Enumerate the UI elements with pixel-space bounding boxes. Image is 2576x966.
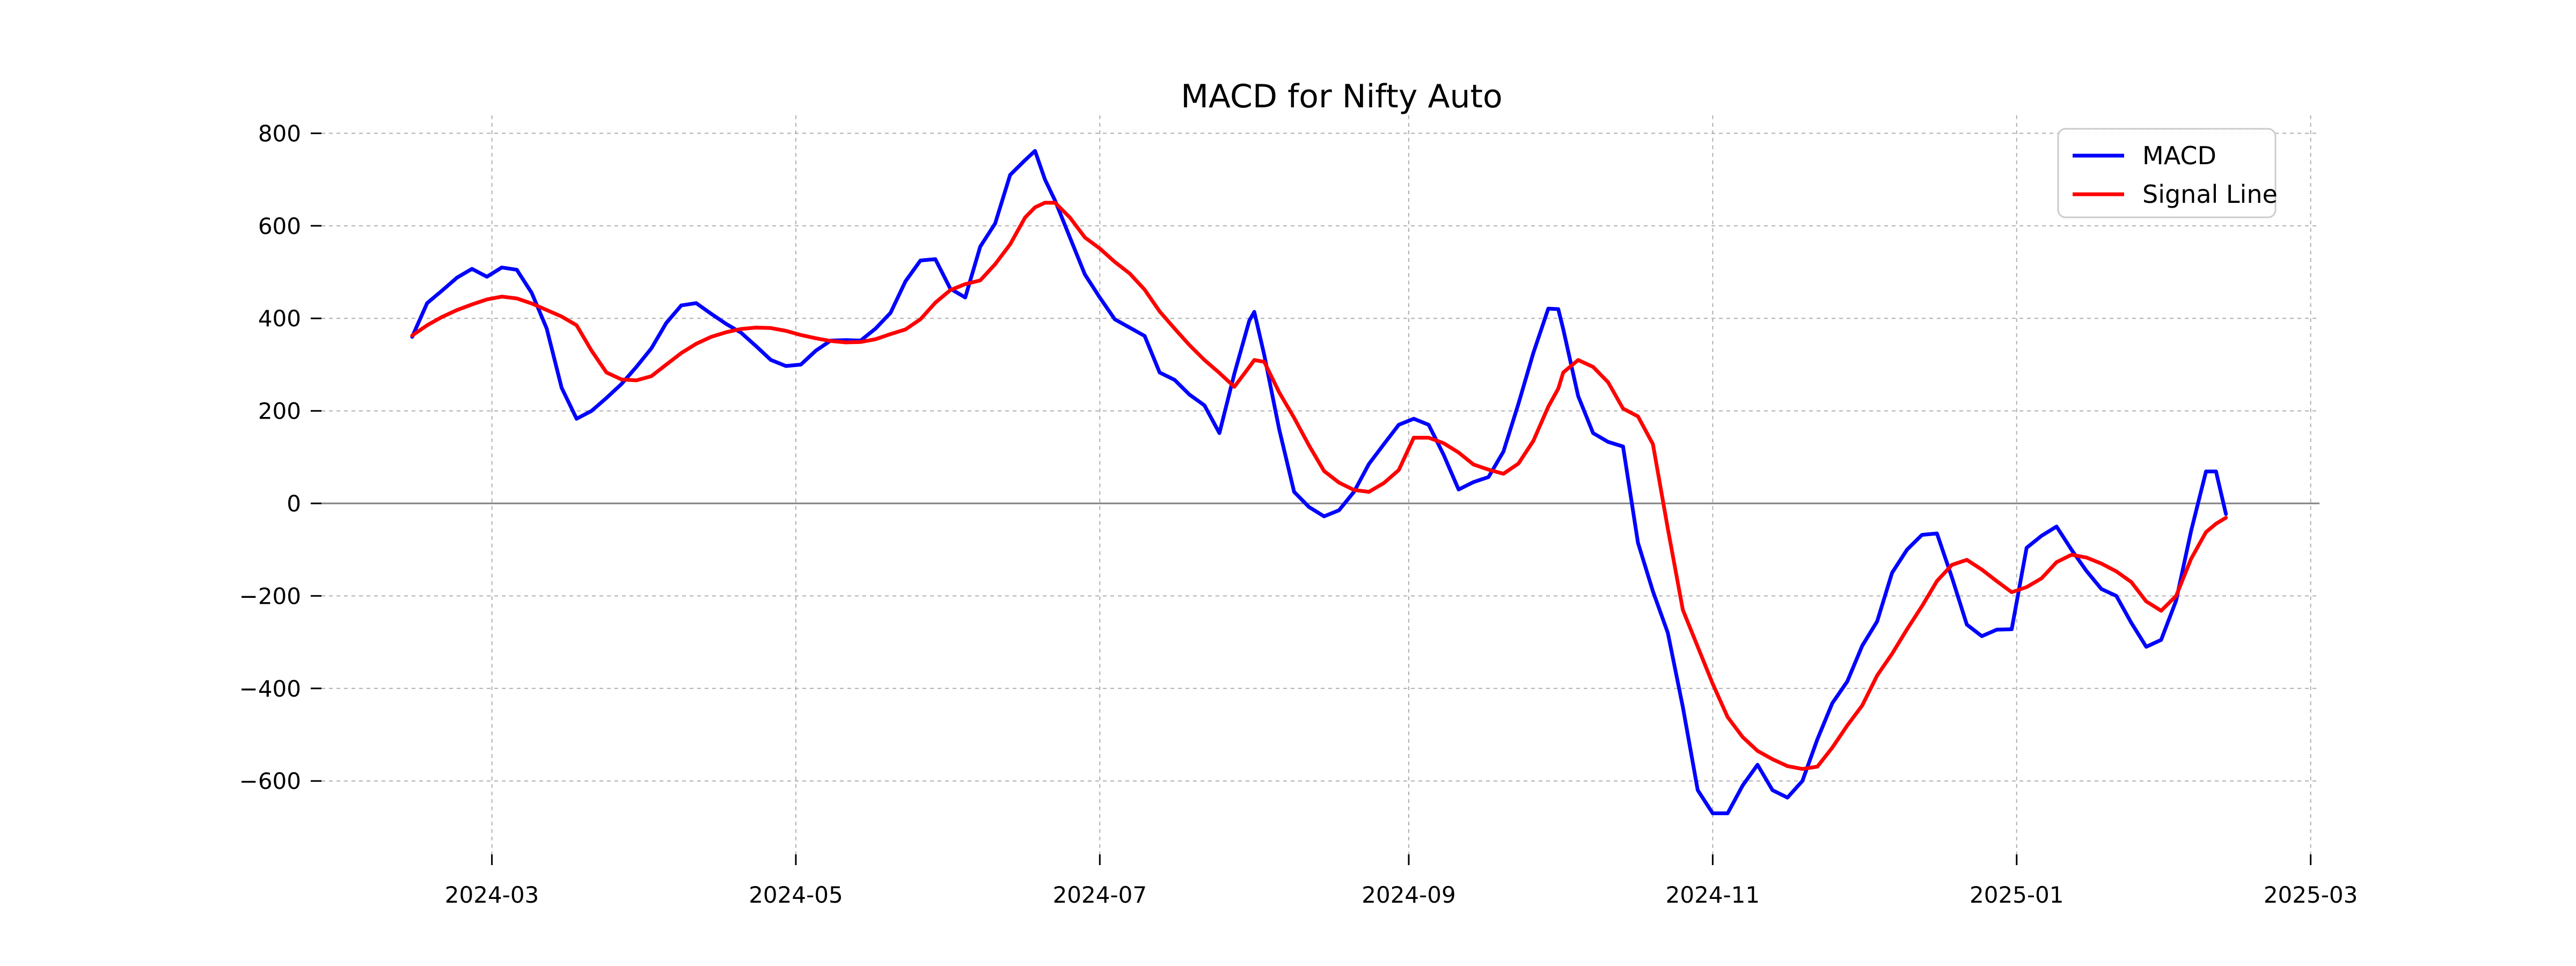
y-tick-label: 400 xyxy=(258,305,301,332)
macd-line xyxy=(410,149,2228,815)
signal-line xyxy=(410,201,2228,771)
y-tick-label: 200 xyxy=(258,398,301,425)
x-tick-label: 2024-07 xyxy=(1053,882,1147,908)
grid-layer xyxy=(321,115,2319,854)
y-tick-label: 600 xyxy=(258,213,301,239)
legend-macd-label: MACD xyxy=(2142,141,2216,170)
y-tick-label: −200 xyxy=(239,583,301,609)
axis-label-layer: 800 600 400 200 0 −200 −400 −600 2024-03 2024-05 2… xyxy=(239,120,2358,908)
chart-title: MACD for Nifty Auto xyxy=(1181,78,1503,115)
y-tick-label: −400 xyxy=(239,676,301,702)
y-tick-label: −600 xyxy=(239,768,301,794)
x-tick-label: 2025-03 xyxy=(2264,882,2358,908)
x-tick-label: 2024-03 xyxy=(445,882,539,908)
x-tick-label: 2024-09 xyxy=(1362,882,1456,908)
x-tick-label: 2024-11 xyxy=(1666,882,1760,908)
x-tick-label: 2024-05 xyxy=(749,882,843,908)
y-tick-label: 800 xyxy=(258,120,301,147)
y-tick-label: 0 xyxy=(287,491,301,517)
legend-signal-label: Signal Line xyxy=(2142,180,2278,209)
series-layer xyxy=(410,149,2228,815)
legend[interactable]: MACD Signal Line xyxy=(2057,128,2278,218)
x-tick-label: 2025-01 xyxy=(1970,882,2064,908)
axis-tick-layer xyxy=(311,132,2312,865)
